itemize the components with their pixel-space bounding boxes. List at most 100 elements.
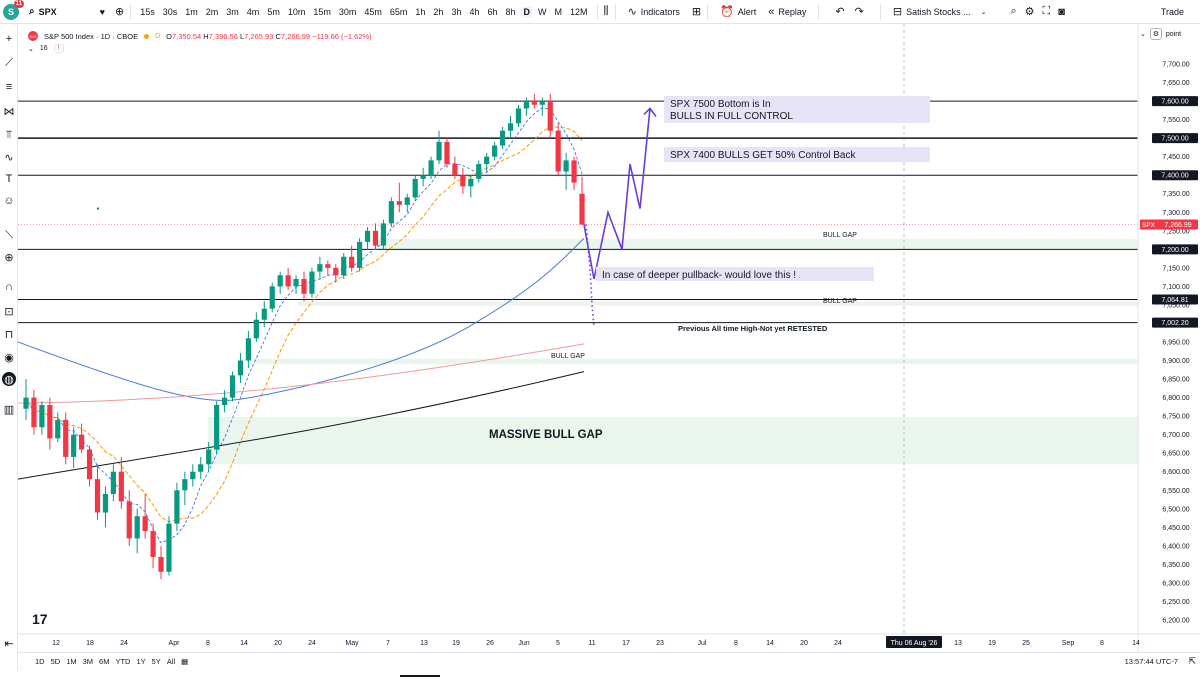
candle-body	[134, 516, 140, 539]
candle-body	[372, 230, 379, 246]
price-tick-label: 6,400.00	[1162, 543, 1189, 550]
replay-button[interactable]: « Replay	[762, 6, 812, 18]
calendar-icon[interactable]: ▦	[181, 657, 189, 666]
timeframe-w[interactable]: W	[538, 6, 547, 17]
emoji-icon[interactable]: ☺	[3, 195, 15, 207]
redo-icon[interactable]: ↷	[854, 6, 864, 18]
range-all[interactable]: All	[166, 657, 176, 666]
scroll-indicator[interactable]	[400, 675, 440, 677]
brush-icon[interactable]: ∿	[4, 151, 14, 164]
lock-drawings-icon[interactable]: ⊡	[4, 305, 14, 318]
candle-body	[317, 264, 323, 272]
alarm-icon: ⏰	[720, 6, 734, 18]
layout-button[interactable]: ⊟ Satish Stocks ... ⌄	[887, 5, 993, 18]
pattern-icon[interactable]: ⋈	[3, 105, 15, 118]
timeframe-15m[interactable]: 15m	[313, 6, 331, 17]
timeframe-4m[interactable]: 4m	[246, 6, 260, 17]
timeframe-3h[interactable]: 3h	[451, 6, 462, 17]
timeframe-2m[interactable]: 2m	[205, 6, 219, 17]
expand-panel-icon[interactable]: ⇱	[1188, 656, 1196, 666]
favorite-icon[interactable]: ♥	[99, 6, 105, 17]
indicator-count[interactable]: 16	[39, 45, 48, 52]
timeframe-65m[interactable]: 65m	[389, 6, 408, 17]
alert-button[interactable]: ⏰ Alert	[714, 5, 762, 18]
add-symbol-icon[interactable]: ⊕	[115, 6, 125, 18]
indicators-button[interactable]: ∿ Indicators	[622, 5, 686, 18]
eye-icon[interactable]: ◉	[4, 351, 14, 364]
ema-short-line	[25, 107, 583, 544]
ruler-icon[interactable]: ⟍	[5, 228, 13, 241]
range-1m[interactable]: 1M	[66, 657, 77, 666]
symbol-title[interactable]: S&P 500 Index · 1D · CBOE	[44, 31, 139, 41]
symbol-search[interactable]: ⌕ SPX ♥	[29, 3, 105, 21]
settings-icon[interactable]: ⚙	[1024, 6, 1035, 18]
templates-icon[interactable]: ⊞	[691, 6, 702, 18]
globe-icon[interactable]: ◍	[2, 372, 16, 386]
candle-body	[142, 516, 148, 532]
scale-down-icon[interactable]: ⌄	[1140, 31, 1146, 38]
symbol-label: SPX	[38, 6, 57, 17]
timeframe-6h[interactable]: 6h	[487, 6, 498, 17]
timeframe-45m[interactable]: 45m	[364, 6, 382, 17]
bull-gap-zone	[254, 358, 1138, 365]
candle-body	[261, 308, 267, 320]
lock-icon[interactable]: ⊓	[4, 328, 14, 341]
logo-letter: S	[7, 6, 14, 17]
range-ytd[interactable]: YTD	[115, 657, 131, 666]
range-5y[interactable]: 5Y	[151, 657, 161, 666]
text-icon[interactable]: T	[5, 173, 13, 185]
profile-logo[interactable]: S 11	[3, 0, 24, 20]
candle-body	[86, 449, 93, 480]
zoom-icon[interactable]: ⊕	[4, 251, 14, 264]
annotation-7400: SPX 7400 BULLS GET 50% Control Back	[670, 150, 856, 161]
magnet-icon[interactable]: ∩	[5, 281, 13, 293]
timeframe-d[interactable]: D	[520, 6, 533, 17]
trash-icon[interactable]: ▥	[3, 403, 15, 416]
candles-icon[interactable]: ⫼	[603, 5, 609, 17]
trend-line-icon[interactable]: ⟋	[5, 56, 13, 69]
quick-search-icon[interactable]: ⌕	[1010, 5, 1017, 17]
price-scale[interactable]: 7,700.00 7,650.00 7,600.00 7,550.00 7,500.00…	[1137, 24, 1198, 652]
time-tick-label: Sep	[1062, 640, 1075, 647]
range-1d[interactable]: 1D	[35, 657, 45, 666]
candle-body	[229, 375, 236, 398]
range-5d[interactable]: 5D	[50, 657, 61, 666]
range-6m[interactable]: 6M	[99, 657, 110, 666]
timeframe-30s[interactable]: 30s	[162, 6, 178, 17]
last-price-symbol: SPX	[1142, 222, 1156, 229]
fullscreen-icon[interactable]: ⛶	[1042, 5, 1051, 17]
price-tick-label: 6,900.00	[1162, 358, 1189, 365]
time-axis[interactable]: 12 18 24 Apr 8 14 20 24 May 7 13 19 26 Jun 5 11 17 23 Jul 8…	[18, 633, 1200, 648]
camera-icon[interactable]: ◙	[1058, 5, 1065, 18]
timeframe-3m[interactable]: 3m	[226, 6, 239, 17]
fib-icon[interactable]: ≡	[5, 81, 13, 93]
range-1y[interactable]: 1Y	[136, 657, 146, 666]
scale-settings-icon[interactable]: ⚙	[1149, 28, 1162, 40]
timeframe-30m[interactable]: 30m	[338, 6, 357, 17]
trade-button[interactable]: Trade	[1160, 6, 1184, 17]
timeframe-5m[interactable]: 5m	[267, 6, 280, 17]
candle-body	[237, 360, 244, 376]
collapse-icon[interactable]: ⇤	[4, 637, 14, 650]
timeframe-1h[interactable]: 1h	[415, 6, 426, 17]
legend-header: 500 S&P 500 Index · 1D · CBOE D O7,350.5…	[28, 31, 372, 41]
projection-icon[interactable]: ⫪	[5, 128, 13, 141]
timeframe-1m[interactable]: 1m	[185, 6, 198, 17]
bull-gap-label-2: BULL GAP	[823, 298, 857, 305]
indicator-warning[interactable]: !	[53, 44, 64, 53]
timeframe-15s[interactable]: 15s	[140, 6, 155, 17]
collapse-legend-icon[interactable]: ⌄	[28, 45, 34, 53]
timeframe-12m[interactable]: 12M	[570, 6, 588, 17]
timeframe-10m[interactable]: 10m	[287, 6, 306, 17]
timeframe-8h[interactable]: 8h	[505, 6, 516, 17]
undo-icon[interactable]: ↶	[835, 6, 845, 18]
candle-body	[523, 101, 529, 109]
timeframe-m[interactable]: M	[554, 6, 563, 17]
crosshair-icon[interactable]: +	[5, 33, 13, 45]
candle-body	[349, 256, 355, 268]
range-3m[interactable]: 3M	[82, 657, 94, 666]
timeframe-2h[interactable]: 2h	[433, 6, 444, 17]
timeframe-4h[interactable]: 4h	[469, 6, 480, 17]
